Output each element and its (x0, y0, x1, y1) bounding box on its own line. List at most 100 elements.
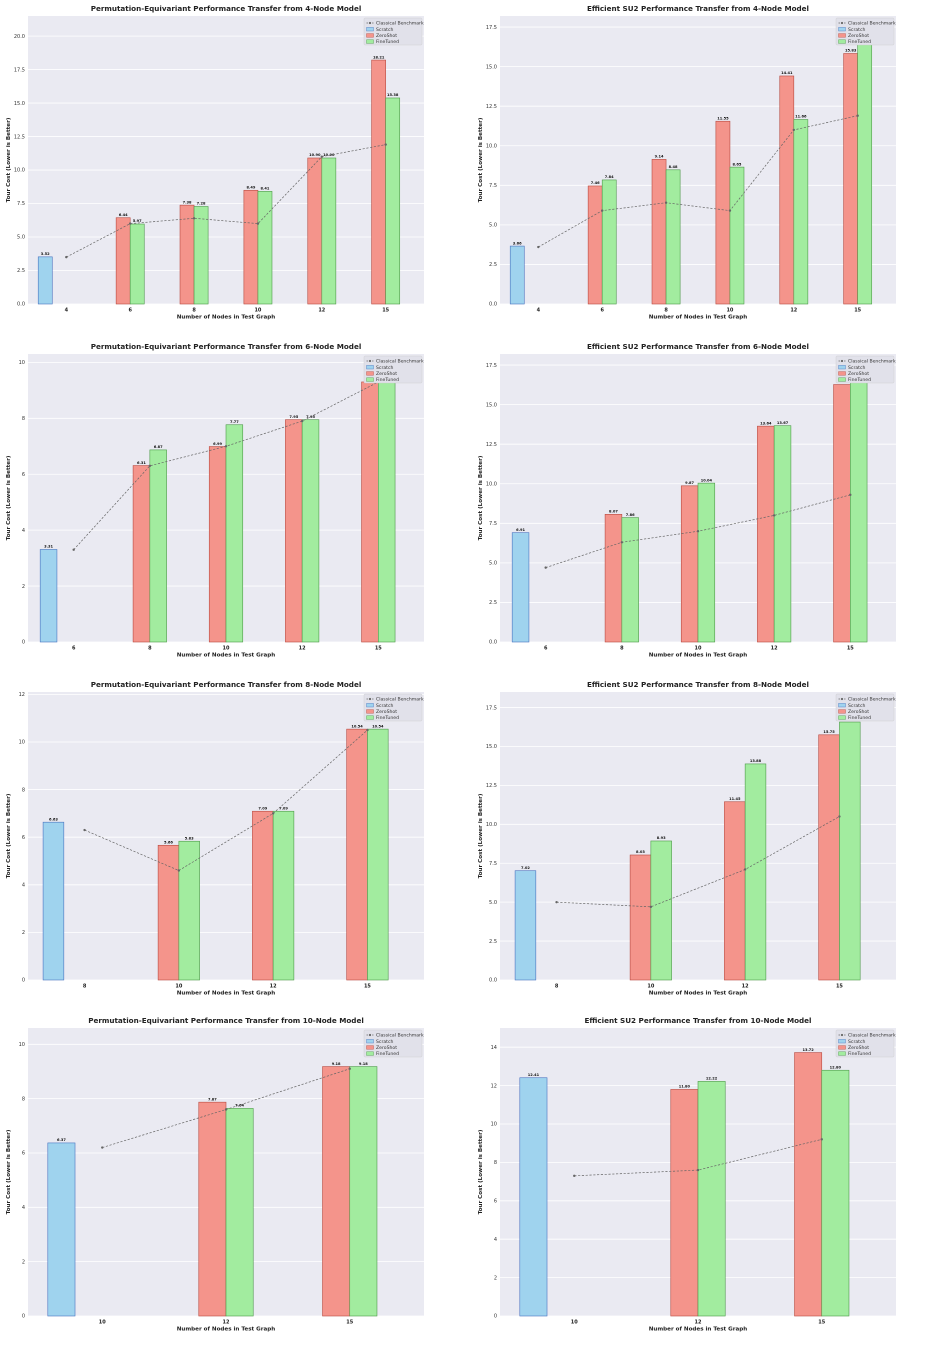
data-label: 13.67 (777, 421, 789, 425)
bar-scratch (39, 549, 58, 643)
x-tick-label: 15 (375, 646, 382, 652)
x-tick-label: 10 (99, 1320, 106, 1326)
benchmark-point (696, 530, 700, 533)
y-tick-label: 0.0 (489, 640, 497, 646)
data-label: 7.09 (258, 806, 267, 810)
bar-zeroshot (115, 217, 131, 305)
benchmark-point (192, 217, 196, 220)
bar-zeroshot (587, 185, 603, 305)
x-tick-label: 10 (647, 984, 654, 990)
y-tick-label: 5.0 (489, 561, 497, 567)
x-tick-label: 12 (771, 646, 778, 652)
legend-swatch-zeroshot (838, 1045, 846, 1050)
legend-swatch-zeroshot (366, 33, 374, 38)
bar-zeroshot (361, 381, 379, 643)
y-tick-label: 10.0 (14, 168, 25, 174)
benchmark-line (556, 816, 840, 908)
y-axis-label: Tour Cost (Lower is Better) (6, 455, 12, 540)
chart-title: Permutation-Equivariant Performance Tran… (91, 4, 362, 13)
benchmark-point (224, 445, 228, 448)
data-label: 15.83 (845, 49, 857, 53)
bar-zeroshot (680, 485, 699, 643)
benchmark-point (600, 209, 604, 212)
benchmark-point (320, 155, 324, 158)
bar-finetuned (129, 223, 145, 305)
y-tick-label: 15.0 (486, 64, 497, 70)
data-label: 9.18 (359, 1062, 368, 1066)
y-tick-label: 0 (22, 1314, 25, 1320)
data-label: 10.54 (351, 724, 363, 728)
bar-zeroshot (157, 844, 180, 981)
data-label: 6.87 (154, 445, 163, 449)
bar-zeroshot (670, 1089, 699, 1317)
bar-finetuned (697, 482, 716, 643)
y-tick-label: 17.5 (486, 25, 497, 31)
y-tick-label: 2 (22, 584, 25, 590)
x-tick-label: 15 (364, 984, 371, 990)
y-tick-label: 5.0 (489, 223, 497, 229)
benchmark-point (620, 541, 624, 544)
y-tick-label: 2.5 (489, 600, 497, 606)
chart-title: Efficient SU2 Performance Transfer from … (584, 1016, 811, 1025)
chart-title: Efficient SU2 Performance Transfer from … (587, 4, 809, 13)
data-label: 3.31 (44, 545, 53, 549)
bar-scratch (519, 1077, 548, 1317)
bar-finetuned (621, 517, 639, 643)
y-tick-label: 0.0 (489, 302, 497, 308)
data-label: 9.18 (332, 1062, 341, 1066)
legend-label: FineTuned (376, 1051, 399, 1057)
data-label: 13.72 (802, 1048, 814, 1052)
data-label: 15.75 (823, 730, 835, 734)
y-tick-label: 8 (494, 1160, 497, 1166)
x-tick-label: 12 (223, 1320, 230, 1326)
bar-zeroshot (252, 810, 274, 981)
bar-finetuned (839, 721, 861, 981)
legend-swatch-scratch (366, 27, 374, 32)
legend-label: ZeroShot (848, 371, 869, 377)
x-tick-label: 12 (742, 984, 749, 990)
legend-label: FineTuned (848, 39, 871, 45)
bar-finetuned (272, 810, 295, 981)
x-tick-label: 10 (726, 308, 733, 314)
legend: Classical BenchmarkScratchZeroShotFineTu… (363, 1029, 424, 1058)
x-axis-label: Number of Nodes in Test Graph (649, 1327, 748, 1333)
legend-marker-benchmark (368, 1033, 372, 1037)
legend-marker-benchmark (368, 697, 372, 701)
y-tick-label: 7.5 (489, 183, 497, 189)
bar-finetuned (850, 381, 868, 643)
y-tick-label: 15.0 (14, 101, 25, 107)
benchmark-point (65, 255, 68, 259)
bar-finetuned (793, 119, 809, 305)
benchmark-point (696, 1168, 700, 1172)
chart-title: Permutation-Equivariant Performance Tran… (91, 680, 362, 689)
x-tick-label: 6 (72, 646, 76, 652)
data-label: 11.55 (717, 116, 729, 120)
legend-label: Scratch (848, 703, 865, 709)
y-tick-label: 15.0 (486, 402, 497, 408)
y-tick-label: 2 (494, 1275, 497, 1281)
x-tick-label: 12 (318, 308, 325, 314)
data-label: 8.07 (609, 509, 618, 513)
chart-title: Permutation-Equivariant Performance Tran… (88, 1016, 364, 1025)
legend-label: FineTuned (848, 1051, 871, 1057)
data-label: 7.95 (289, 415, 298, 419)
benchmark-line (66, 144, 386, 258)
legend-swatch-finetuned (366, 377, 374, 382)
y-tick-label: 10 (19, 1042, 25, 1048)
bar-finetuned (665, 169, 681, 305)
x-tick-label: 15 (847, 646, 854, 652)
y-tick-label: 6 (22, 1151, 25, 1157)
data-label: 12.22 (706, 1077, 718, 1081)
x-axis-label: Number of Nodes in Test Graph (177, 315, 276, 321)
x-tick-label: 15 (346, 1320, 353, 1326)
chart-title: Efficient SU2 Performance Transfer from … (587, 342, 809, 351)
legend-swatch-zeroshot (838, 709, 846, 714)
legend-marker-benchmark (840, 21, 844, 25)
data-label: 3.52 (41, 252, 50, 256)
data-label: 8.48 (669, 165, 678, 169)
legend-label: Scratch (376, 703, 393, 709)
y-axis-label: Tour Cost (Lower is Better) (478, 793, 484, 878)
bar-finetuned (178, 840, 200, 981)
legend-label: ZeroShot (848, 33, 869, 39)
bar-zeroshot (651, 159, 667, 305)
